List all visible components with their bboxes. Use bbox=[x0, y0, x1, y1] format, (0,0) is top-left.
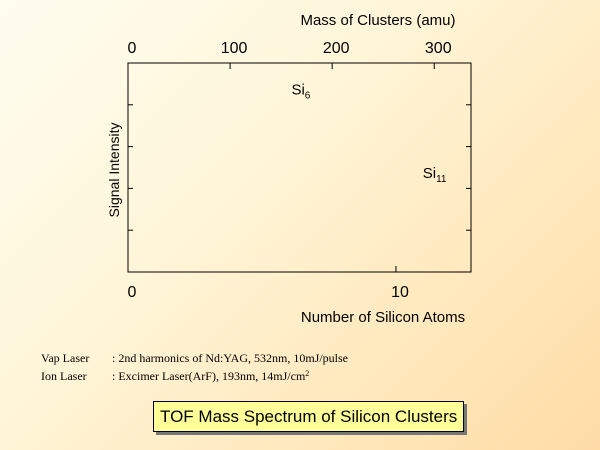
peak-label-base: Si bbox=[291, 81, 304, 98]
note-text: : Excimer Laser(ArF), 193nm, 14mJ/cm bbox=[112, 369, 306, 383]
peak-label-si6: Si6 bbox=[291, 81, 310, 101]
top-axis-tick-label: 100 bbox=[221, 40, 248, 57]
note-row-ion-laser: Ion Laser : Excimer Laser(ArF), 193nm, 14… bbox=[41, 367, 348, 385]
peak-label-subscript: 6 bbox=[305, 90, 311, 101]
experiment-notes: Vap Laser : 2nd harmonics of Nd:YAG, 532n… bbox=[41, 349, 348, 385]
note-text: : 2nd harmonics of Nd:YAG, 532nm, 10mJ/p… bbox=[112, 351, 348, 365]
peak-label-base: Si bbox=[423, 165, 436, 182]
note-label: Ion Laser bbox=[41, 369, 87, 383]
bottom-axis-tick-label: 0 bbox=[128, 284, 137, 301]
y-axis-label: Signal Intensity bbox=[106, 123, 122, 218]
top-axis-tick-label: 0 bbox=[128, 40, 137, 57]
peak-label-si11: Si11 bbox=[423, 165, 447, 185]
peak-label-subscript: 11 bbox=[436, 174, 447, 185]
note-label: Vap Laser bbox=[41, 351, 90, 365]
bottom-axis-tick-label: 10 bbox=[391, 284, 409, 301]
top-axis-tick-label: 200 bbox=[323, 40, 350, 57]
top-axis-label: Mass of Clusters (amu) bbox=[300, 12, 455, 29]
top-axis-tick-label: 300 bbox=[425, 40, 452, 57]
slide-title-box: TOF Mass Spectrum of Silicon Clusters bbox=[153, 401, 465, 432]
bottom-axis-label: Number of Silicon Atoms bbox=[301, 309, 465, 326]
note-row-vap-laser: Vap Laser : 2nd harmonics of Nd:YAG, 532n… bbox=[41, 349, 348, 367]
note-superscript: 2 bbox=[305, 369, 310, 378]
plot-frame bbox=[127, 62, 472, 273]
